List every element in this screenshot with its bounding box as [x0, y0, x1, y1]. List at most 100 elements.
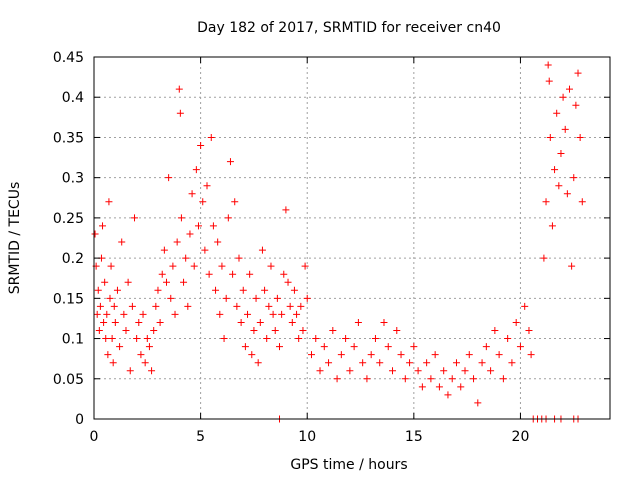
data-point-175: [544, 61, 552, 69]
data-point-31: [137, 351, 145, 359]
data-point-38: [152, 302, 160, 310]
data-point-102: [286, 302, 294, 310]
x-tick-label: 5: [196, 429, 205, 445]
data-point-46: [169, 262, 177, 270]
data-point-4: [95, 327, 103, 335]
data-point-68: [214, 238, 222, 246]
data-point-134: [406, 359, 414, 367]
data-point-145: [452, 359, 460, 367]
data-point-110: [303, 294, 311, 302]
data-points: [91, 61, 586, 423]
data-point-159: [512, 318, 520, 326]
data-point-0: [91, 230, 99, 238]
x-tick-label: 10: [298, 429, 316, 445]
data-point-55: [186, 230, 194, 238]
data-point-42: [160, 246, 168, 254]
data-point-154: [491, 327, 499, 335]
data-point-86: [252, 294, 260, 302]
grid: [94, 57, 610, 419]
x-axis-label: GPS time / hours: [290, 457, 407, 473]
data-point-133: [401, 375, 409, 383]
data-point-106: [295, 335, 303, 343]
data-point-108: [299, 327, 307, 335]
data-point-190: [574, 69, 582, 77]
y-tick-label: 0.25: [53, 211, 84, 227]
data-point-18: [110, 302, 118, 310]
data-point-70: [218, 262, 226, 270]
y-tick-label: 0: [75, 412, 84, 428]
data-point-107: [297, 302, 305, 310]
data-point-61: [199, 198, 207, 206]
data-point-33: [141, 359, 149, 367]
data-point-181: [555, 182, 563, 190]
data-point-72: [222, 294, 230, 302]
data-point-149: [470, 375, 478, 383]
data-point-34: [143, 335, 151, 343]
y-tick-label: 0.05: [53, 372, 84, 388]
data-point-185: [563, 190, 571, 198]
data-point-30: [135, 318, 143, 326]
x-tick-label: 0: [90, 429, 99, 445]
axis-ticks: 0 5 10 15 20 0 0.05 0.1 0.15 0.2 0.25 0.3 0.35 0.4 0.4…: [53, 50, 610, 445]
data-point-119: [342, 335, 350, 343]
data-point-71: [220, 335, 228, 343]
data-point-5: [96, 302, 104, 310]
data-point-109: [301, 262, 309, 270]
data-point-85: [250, 327, 258, 335]
data-point-48: [173, 238, 181, 246]
data-point-89: [258, 246, 266, 254]
data-point-91: [263, 335, 271, 343]
data-point-130: [389, 367, 397, 375]
data-point-125: [367, 351, 375, 359]
data-point-132: [397, 351, 405, 359]
data-point-137: [418, 383, 426, 391]
y-tick-label: 0.1: [62, 332, 84, 348]
data-point-54: [184, 302, 192, 310]
data-point-2: [93, 310, 101, 318]
data-point-16: [108, 335, 116, 343]
data-point-50: [176, 109, 184, 117]
data-point-27: [128, 302, 136, 310]
data-point-96: [273, 294, 281, 302]
data-point-124: [363, 375, 371, 383]
data-point-15: [107, 262, 115, 270]
y-tick-label: 0.3: [62, 171, 84, 187]
data-point-139: [427, 375, 435, 383]
data-point-156: [499, 375, 507, 383]
data-point-123: [359, 359, 367, 367]
data-point-114: [320, 343, 328, 351]
data-point-77: [233, 302, 241, 310]
data-point-56: [188, 190, 196, 198]
data-point-120: [346, 367, 354, 375]
data-point-128: [380, 318, 388, 326]
data-point-12: [104, 351, 112, 359]
data-point-35: [145, 343, 153, 351]
data-point-79: [237, 318, 245, 326]
data-point-24: [122, 327, 130, 335]
data-point-49: [175, 85, 183, 93]
data-point-126: [371, 335, 379, 343]
data-point-148: [465, 351, 473, 359]
data-point-118: [337, 351, 345, 359]
data-point-113: [316, 367, 324, 375]
data-point-82: [244, 310, 252, 318]
data-point-142: [440, 367, 448, 375]
data-point-155: [495, 351, 503, 359]
data-point-19: [111, 318, 119, 326]
data-point-135: [410, 343, 418, 351]
data-point-10: [102, 335, 110, 343]
data-point-103: [288, 318, 296, 326]
data-point-67: [212, 286, 220, 294]
data-point-62: [201, 246, 209, 254]
data-point-87: [254, 359, 262, 367]
data-point-127: [376, 359, 384, 367]
data-point-143: [444, 391, 452, 399]
data-point-78: [235, 254, 243, 262]
data-point-104: [290, 286, 298, 294]
data-point-188: [570, 174, 578, 182]
data-point-73: [224, 214, 232, 222]
data-point-144: [448, 375, 456, 383]
data-point-101: [284, 278, 292, 286]
data-point-40: [156, 318, 164, 326]
